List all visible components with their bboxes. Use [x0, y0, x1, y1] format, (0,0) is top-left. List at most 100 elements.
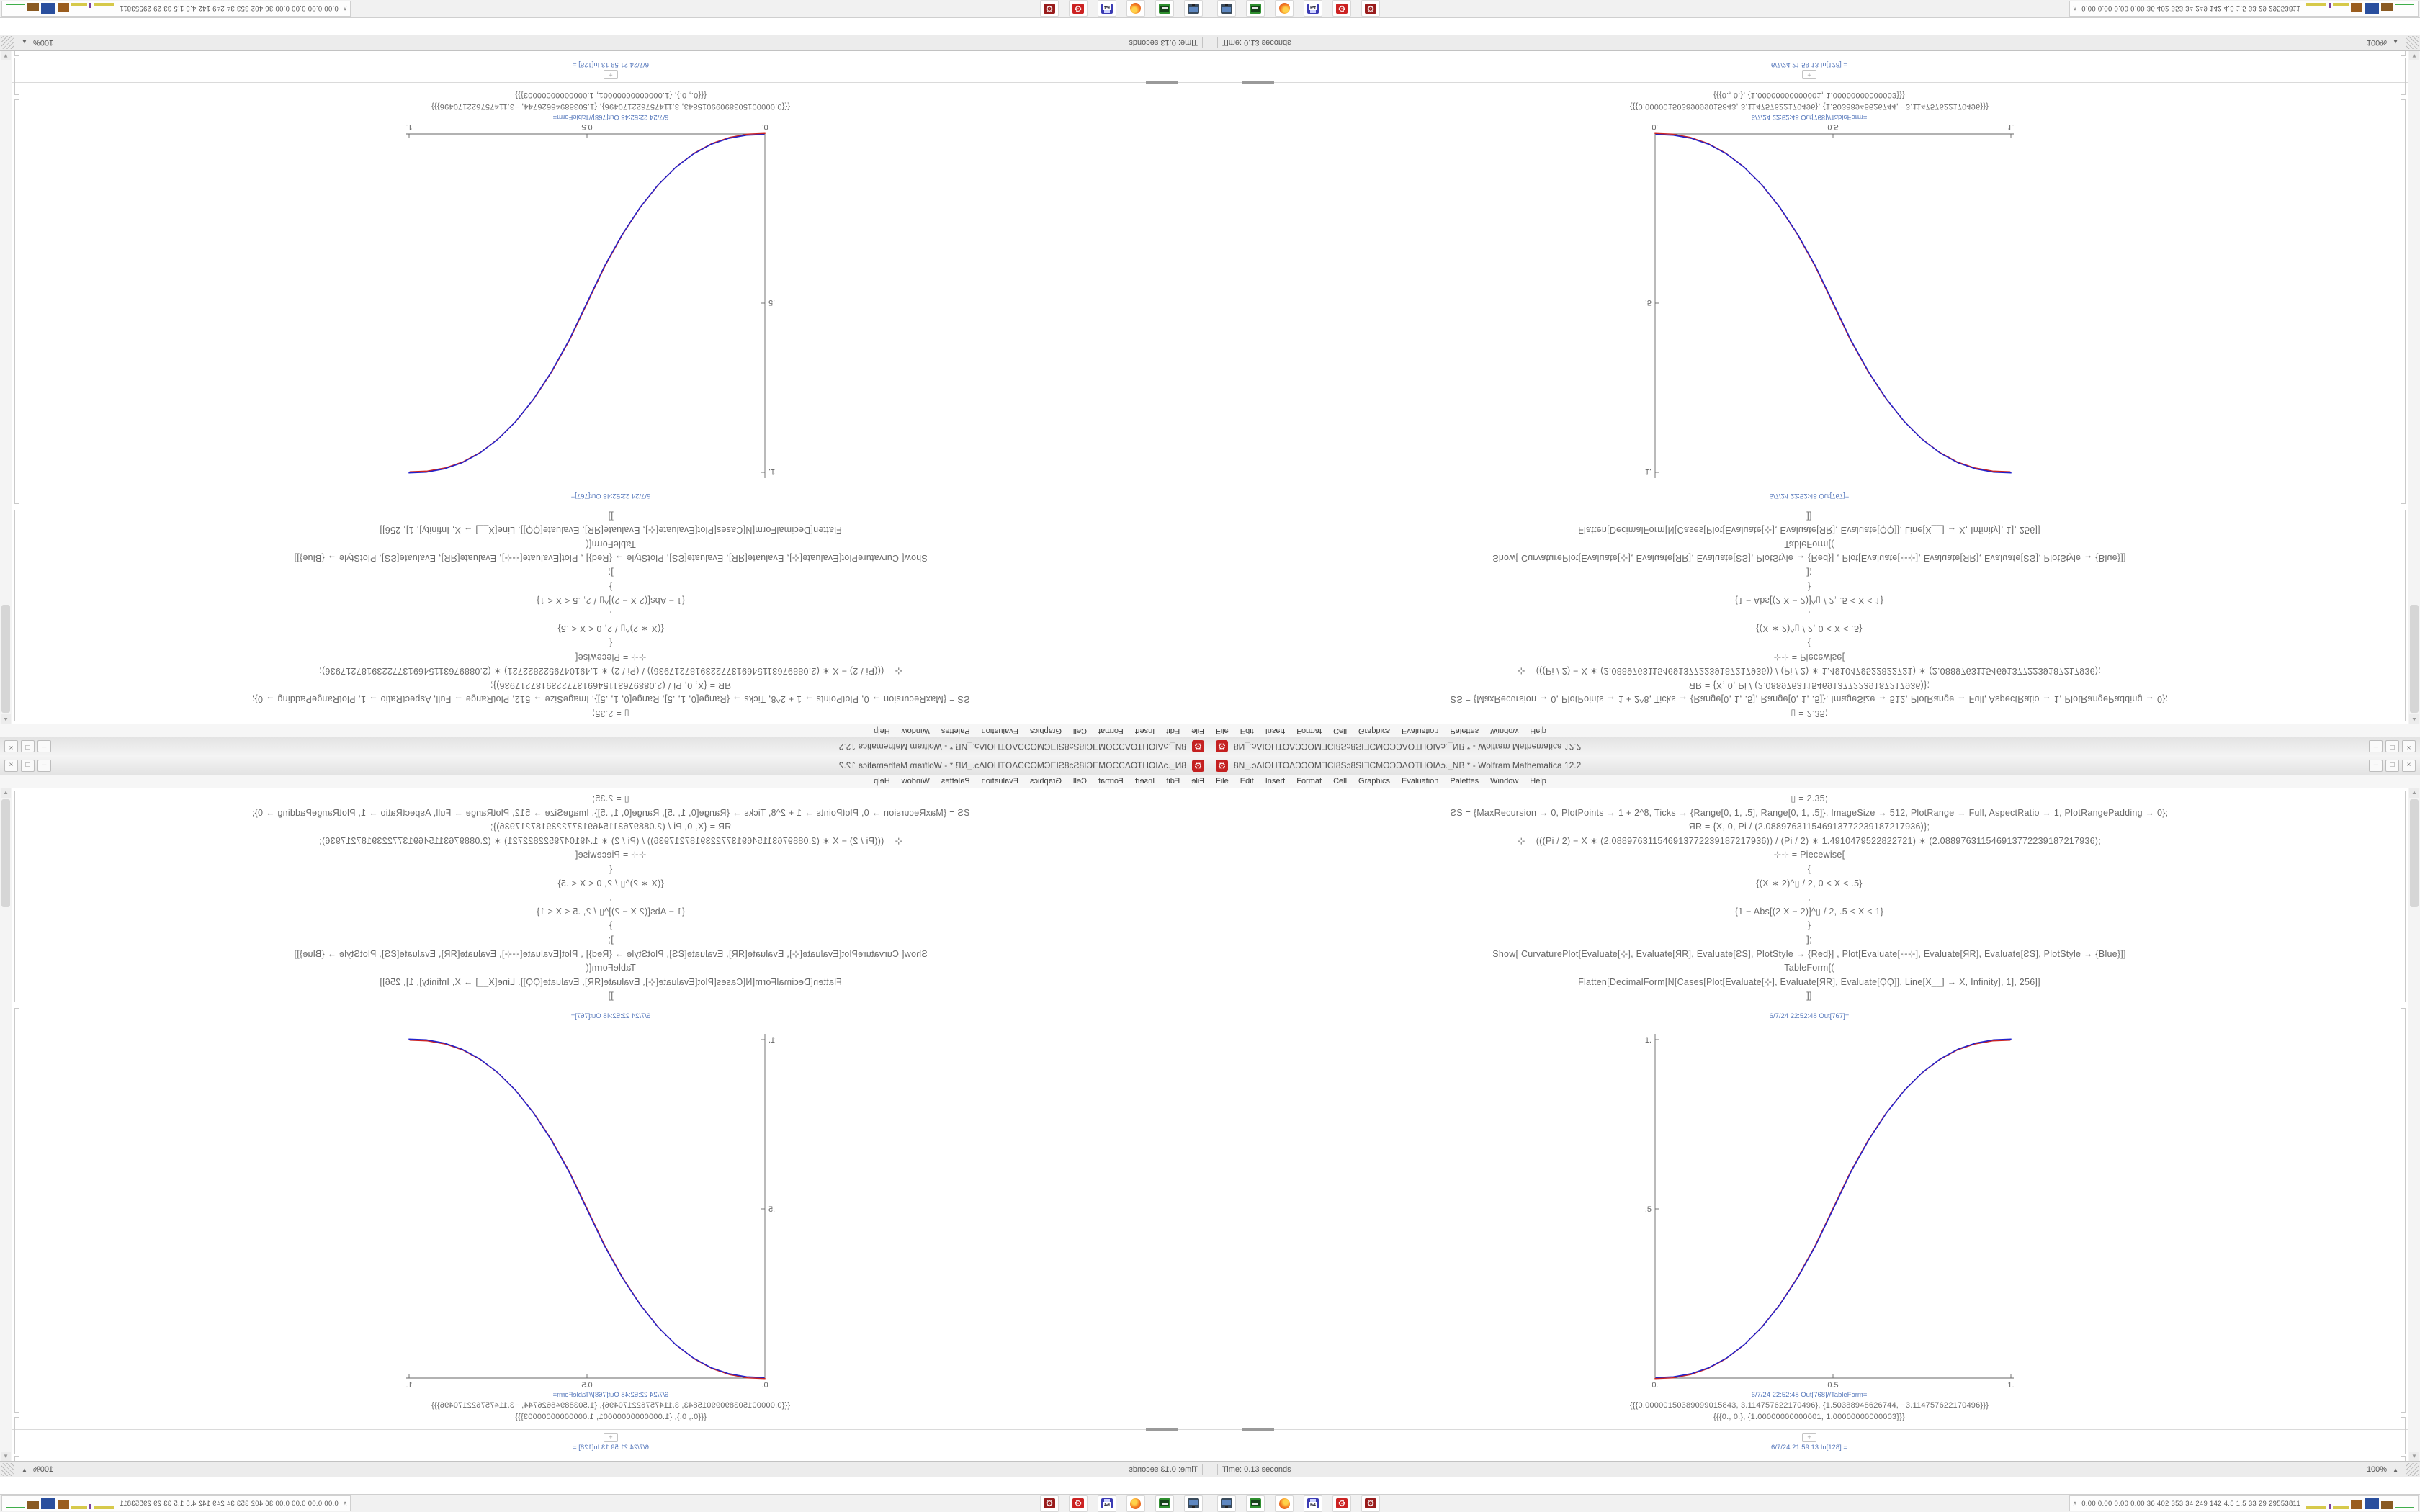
cell-insert-plus-button[interactable]: +	[1802, 70, 1816, 80]
menu-insert[interactable]: Insert	[1265, 726, 1286, 735]
taskbar-firefox-icon[interactable]	[1275, 1495, 1294, 1512]
sysmon-chevron-icon[interactable]: ∧	[2072, 5, 2078, 13]
menu-file[interactable]: File	[1216, 726, 1229, 735]
menu-window[interactable]: Window	[1490, 777, 1519, 786]
menu-evaluation[interactable]: Evaluation	[981, 726, 1018, 735]
taskbar-display-capture-icon[interactable]	[1217, 0, 1236, 17]
taskbar-display-capture-icon[interactable]	[1184, 0, 1203, 17]
code-line[interactable]: Flatten[DecimalForm[N[Cases[Plot[Evaluat…	[380, 976, 842, 987]
code-line[interactable]: }	[1807, 920, 1811, 931]
menu-format[interactable]: Format	[1098, 777, 1124, 786]
code-line[interactable]: {1 − Abs[(2 X − 2)]^▯ / 2, .5 < X < 1}	[536, 906, 686, 917]
code-line[interactable]: Show[ CurvaturePlot[Evaluate[⊹], Evaluat…	[1492, 948, 2126, 959]
menu-palettes[interactable]: Palettes	[1450, 777, 1479, 786]
resize-grip[interactable]	[2406, 1463, 2419, 1476]
code-line[interactable]: ,	[1808, 892, 1811, 903]
maximize-button[interactable]: □	[21, 759, 35, 772]
menu-window[interactable]: Window	[901, 726, 930, 735]
menu-graphics[interactable]: Graphics	[1029, 777, 1062, 786]
menu-help[interactable]: Help	[1530, 726, 1546, 735]
cell-insertion-divider[interactable]	[12, 1428, 1210, 1431]
taskbar-gear-dark-red-icon[interactable]: ⚙	[1040, 1495, 1059, 1512]
scroll-down-icon[interactable]: ▼	[1, 50, 11, 60]
magnification-dropdown-icon[interactable]: ▲	[22, 39, 27, 46]
menu-format[interactable]: Format	[1098, 726, 1124, 735]
close-button[interactable]: ×	[4, 759, 18, 772]
taskbar-display-capture-icon[interactable]	[1217, 1495, 1236, 1512]
menu-help[interactable]: Help	[874, 726, 890, 735]
taskbar-gear-dark-red-icon[interactable]: ⚙	[1361, 0, 1380, 17]
window-titlebar[interactable]: ⚙ 8N_.ᴐΔIOHTOΛϽϽOMƎЄI8Sᴐ8SIƎЄMOϽϽΛOTHOIΔ…	[0, 737, 1210, 756]
notebook-content[interactable]: ▯ = 2.35; ƧS = {MaxRecursion → 0, PlotPo…	[1210, 788, 2408, 1462]
code-line[interactable]: ];	[608, 567, 614, 578]
maximize-button[interactable]: □	[2385, 759, 2399, 772]
code-line[interactable]: ƧS = {MaxRecursion → 0, PlotPoints → 1 +…	[251, 807, 970, 818]
code-line[interactable]: Flatten[DecimalForm[N[Cases[Plot[Evaluat…	[1578, 525, 2040, 536]
taskbar-floppy-64-icon[interactable]	[1098, 1495, 1116, 1512]
code-line[interactable]: ,	[609, 609, 612, 620]
scrollbar-thumb[interactable]	[2410, 799, 2419, 907]
code-line[interactable]: {(X ∗ 2)^▯ / 2, 0 < X < .5}	[557, 878, 664, 888]
taskbar-floppy-64-icon[interactable]	[1304, 0, 1322, 17]
taskbar-gear-red-icon[interactable]: ⚙	[1069, 1495, 1088, 1512]
menu-file[interactable]: File	[1191, 726, 1204, 735]
menu-insert[interactable]: Insert	[1134, 726, 1155, 735]
code-line[interactable]: Show[ CurvaturePlot[Evaluate[⊹], Evaluat…	[1492, 553, 2126, 564]
menu-graphics[interactable]: Graphics	[1358, 726, 1391, 735]
menu-file[interactable]: File	[1216, 777, 1229, 786]
menu-palettes[interactable]: Palettes	[1450, 726, 1479, 735]
menu-palettes[interactable]: Palettes	[941, 777, 970, 786]
menu-edit[interactable]: Edit	[1166, 777, 1180, 786]
code-line[interactable]: {1 − Abs[(2 X − 2)]^▯ / 2, .5 < X < 1}	[1734, 906, 1884, 917]
window-titlebar[interactable]: ⚙ 8N_.ᴐΔIOHTOΛϽϽOMƎЄI8Sᴐ8SIƎЄMOϽϽΛOTHOIΔ…	[0, 756, 1210, 775]
code-line[interactable]: }	[1807, 581, 1811, 592]
code-line[interactable]: ];	[1806, 567, 1812, 578]
taskbar-gear-red-icon[interactable]: ⚙	[1069, 0, 1088, 17]
cell-insertion-divider[interactable]	[12, 81, 1210, 84]
taskbar-terminal-icon[interactable]	[1155, 0, 1174, 17]
menu-help[interactable]: Help	[1530, 777, 1546, 786]
taskbar-terminal-icon[interactable]	[1155, 1495, 1174, 1512]
vertical-scrollbar[interactable]: ▲ ▼	[2408, 788, 2420, 1462]
cell-insertion-divider[interactable]	[1210, 1428, 2408, 1431]
close-button[interactable]: ×	[2402, 759, 2416, 772]
menu-cell[interactable]: Cell	[1072, 726, 1087, 735]
code-line[interactable]: ▯ = 2.35;	[1791, 708, 1828, 719]
scrollbar-thumb[interactable]	[2410, 605, 2419, 713]
code-line[interactable]: ]]	[608, 510, 614, 521]
scroll-up-icon[interactable]: ▲	[1, 788, 11, 798]
code-line[interactable]: Flatten[DecimalForm[N[Cases[Plot[Evaluat…	[1578, 976, 2040, 987]
code-line[interactable]: ƧS = {MaxRecursion → 0, PlotPoints → 1 +…	[251, 694, 970, 705]
code-line[interactable]: ЯR = {X, 0, Pi / (2.08897631154691377223…	[490, 680, 732, 690]
sysmon-chevron-icon[interactable]: ∧	[342, 5, 348, 13]
code-line[interactable]: ⊹ = (((Pi / 2) − X ∗ (2.0889763115469137…	[319, 835, 902, 846]
code-line[interactable]: ]]	[608, 991, 614, 1002]
scrollbar-thumb[interactable]	[1, 799, 10, 907]
vertical-scrollbar[interactable]: ▲ ▼	[0, 50, 12, 724]
code-line[interactable]: ,	[1808, 609, 1811, 620]
magnification-value[interactable]: 100%	[2366, 38, 2388, 47]
scroll-down-icon[interactable]: ▼	[2409, 1452, 2419, 1462]
vertical-scrollbar[interactable]: ▲ ▼	[0, 788, 12, 1462]
taskbar-firefox-icon[interactable]	[1126, 0, 1145, 17]
magnification-value[interactable]: 100%	[32, 1465, 54, 1474]
menu-cell[interactable]: Cell	[1072, 777, 1087, 786]
menu-evaluation[interactable]: Evaluation	[1402, 726, 1439, 735]
menu-format[interactable]: Format	[1296, 726, 1322, 735]
maximize-button[interactable]: □	[21, 740, 35, 753]
code-line[interactable]: ]]	[1806, 510, 1812, 521]
cell-insert-plus-button[interactable]: +	[1802, 1432, 1816, 1442]
minimize-button[interactable]: –	[37, 759, 51, 772]
window-titlebar[interactable]: ⚙ 8N_.ᴐΔIOHTOΛϽϽOMƎЄI8Sᴐ8SIƎЄMOϽϽΛOTHOIΔ…	[1210, 737, 2420, 756]
scroll-down-icon[interactable]: ▼	[2409, 50, 2419, 60]
code-line[interactable]: }	[609, 920, 613, 931]
menu-cell[interactable]: Cell	[1333, 777, 1348, 786]
taskbar-firefox-icon[interactable]	[1275, 0, 1294, 17]
sysmon-chevron-icon[interactable]: ∧	[342, 1499, 348, 1507]
resize-grip[interactable]	[1, 36, 14, 49]
menu-graphics[interactable]: Graphics	[1358, 777, 1391, 786]
scrollbar-thumb[interactable]	[1, 605, 10, 713]
code-line[interactable]: ⊹ = (((Pi / 2) − X ∗ (2.0889763115469137…	[1518, 835, 2101, 846]
resize-grip[interactable]	[1, 1463, 14, 1476]
code-line[interactable]: {(X ∗ 2)^▯ / 2, 0 < X < .5}	[1756, 878, 1863, 888]
